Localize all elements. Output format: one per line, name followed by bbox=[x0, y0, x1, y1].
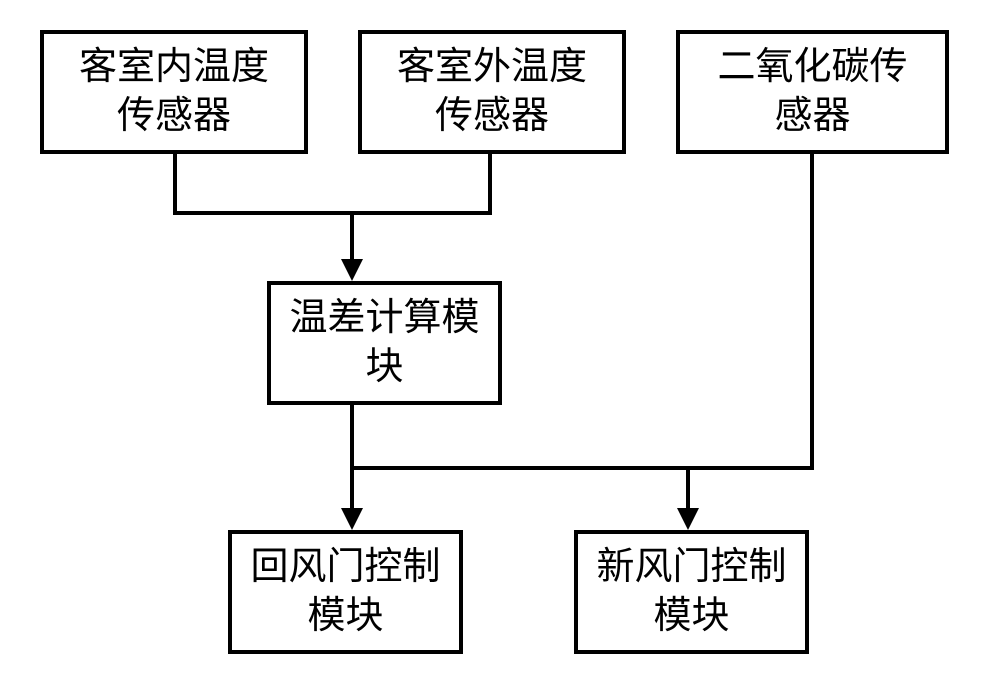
edge-to-fresh-damper bbox=[686, 466, 690, 510]
edge-outdoor-down bbox=[488, 154, 492, 215]
arrowhead-return-damper bbox=[341, 508, 363, 530]
edge-to-return-damper bbox=[350, 466, 354, 510]
arrowhead-tempdiff bbox=[341, 259, 363, 281]
outdoor-temp-sensor-label: 客室外温度传感器 bbox=[397, 43, 587, 142]
flowchart-diagram: 客室内温度传感器 客室外温度传感器 二氧化碳传感器 温差计算模块 回风门控制模块… bbox=[0, 0, 1000, 698]
fresh-damper-control-label: 新风门控制模块 bbox=[596, 543, 786, 642]
temp-diff-calc-node: 温差计算模块 bbox=[267, 281, 502, 405]
return-damper-control-node: 回风门控制模块 bbox=[228, 530, 463, 654]
temp-diff-calc-label: 温差计算模块 bbox=[289, 294, 479, 393]
edge-indoor-down bbox=[173, 154, 177, 215]
co2-sensor-node: 二氧化碳传感器 bbox=[676, 30, 949, 154]
edge-to-tempdiff bbox=[350, 211, 354, 261]
co2-sensor-label: 二氧化碳传感器 bbox=[717, 43, 907, 142]
edge-co2-down bbox=[810, 154, 814, 470]
edge-top-horizontal bbox=[173, 211, 492, 215]
fresh-damper-control-node: 新风门控制模块 bbox=[574, 530, 809, 654]
arrowhead-fresh-damper bbox=[677, 508, 699, 530]
outdoor-temp-sensor-node: 客室外温度传感器 bbox=[358, 30, 626, 154]
indoor-temp-sensor-label: 客室内温度传感器 bbox=[79, 43, 269, 142]
edge-lower-horizontal bbox=[350, 466, 814, 470]
indoor-temp-sensor-node: 客室内温度传感器 bbox=[40, 30, 308, 154]
return-damper-control-label: 回风门控制模块 bbox=[250, 543, 440, 642]
edge-tempdiff-down bbox=[350, 405, 354, 470]
